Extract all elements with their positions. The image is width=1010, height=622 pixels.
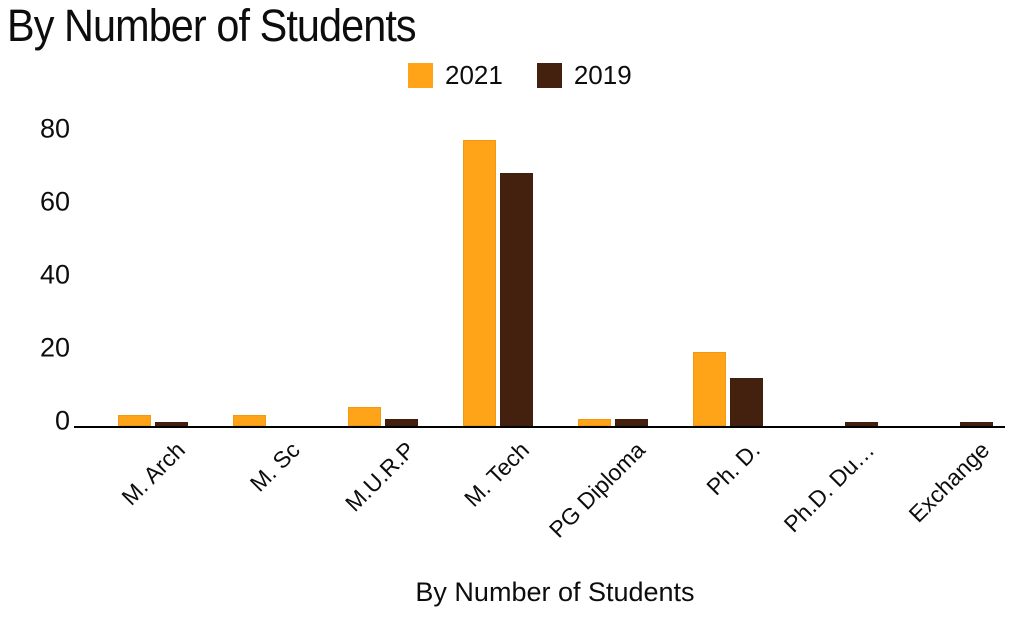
bar-2021-m-arch[interactable]	[117, 414, 151, 426]
bar-2021-m-sc[interactable]	[232, 414, 266, 426]
x-label-exchange: Exchange	[903, 436, 995, 528]
bar-2021-pg-diploma[interactable]	[577, 418, 611, 426]
bar-group-m-tech: M. Tech	[440, 105, 555, 512]
x-label-pg-diploma: PG Diploma	[543, 436, 650, 543]
bar-2019-m-u-r-p[interactable]	[384, 418, 418, 426]
legend-label-2019: 2019	[573, 60, 632, 90]
bar-2019-ph-d[interactable]	[729, 377, 763, 426]
bar-2019-exchange[interactable]	[959, 422, 993, 426]
bar-2019-pg-diploma[interactable]	[614, 418, 648, 426]
x-label-m-sc: M. Sc	[244, 436, 305, 497]
bar-2019-m-arch[interactable]	[154, 422, 188, 426]
x-label-ph-d: Ph. D.	[700, 436, 765, 501]
y-tick-60: 60	[39, 186, 70, 217]
y-tick-80: 80	[39, 113, 70, 144]
legend-swatch-2019	[536, 63, 562, 88]
bar-2021-ph-d[interactable]	[692, 351, 726, 426]
x-label-m-u-r-p: M.U.R.P	[339, 436, 420, 517]
bar-2021-m-u-r-p[interactable]	[347, 407, 381, 426]
bar-group-m-arch: M. Arch	[95, 105, 210, 510]
legend: 2021 2019	[408, 60, 632, 91]
bar-group-ph-d: Ph. D.	[670, 105, 785, 500]
bar-2021-m-tech[interactable]	[462, 139, 496, 426]
x-label-m-tech: M. Tech	[459, 436, 535, 512]
y-tick-40: 40	[39, 259, 70, 290]
legend-item-2021[interactable]: 2021	[408, 60, 503, 91]
y-tick-0: 0	[54, 405, 70, 436]
legend-item-2019[interactable]: 2019	[536, 60, 632, 91]
legend-swatch-2021	[408, 63, 433, 88]
bar-group-pg-diploma: PG Diploma	[543, 105, 670, 543]
bar-2019-ph-d-du[interactable]	[844, 422, 878, 426]
x-axis-line	[74, 426, 1005, 428]
bar-2019-m-tech[interactable]	[499, 173, 533, 426]
x-label-ph-d-du: Ph.D. Du…	[778, 436, 880, 538]
x-label-m-arch: M. Arch	[115, 436, 190, 511]
bar-group-m-sc: M. Sc	[210, 105, 325, 497]
bar-group-m-u-r-p: M.U.R.P	[325, 105, 440, 516]
bar-group-ph-d-du: Ph.D. Du…	[779, 105, 900, 537]
x-axis-title: By Number of Students	[415, 577, 695, 607]
legend-label-2021: 2021	[445, 60, 503, 90]
chart-title: By Number of Students	[7, 0, 417, 51]
y-tick-20: 20	[39, 332, 70, 363]
plot-area: M. Arch M. Sc M.U.R.P M. Tech PG Diploma Ph. …	[95, 105, 1010, 543]
bar-group-exchange: Exchange	[900, 105, 1010, 527]
